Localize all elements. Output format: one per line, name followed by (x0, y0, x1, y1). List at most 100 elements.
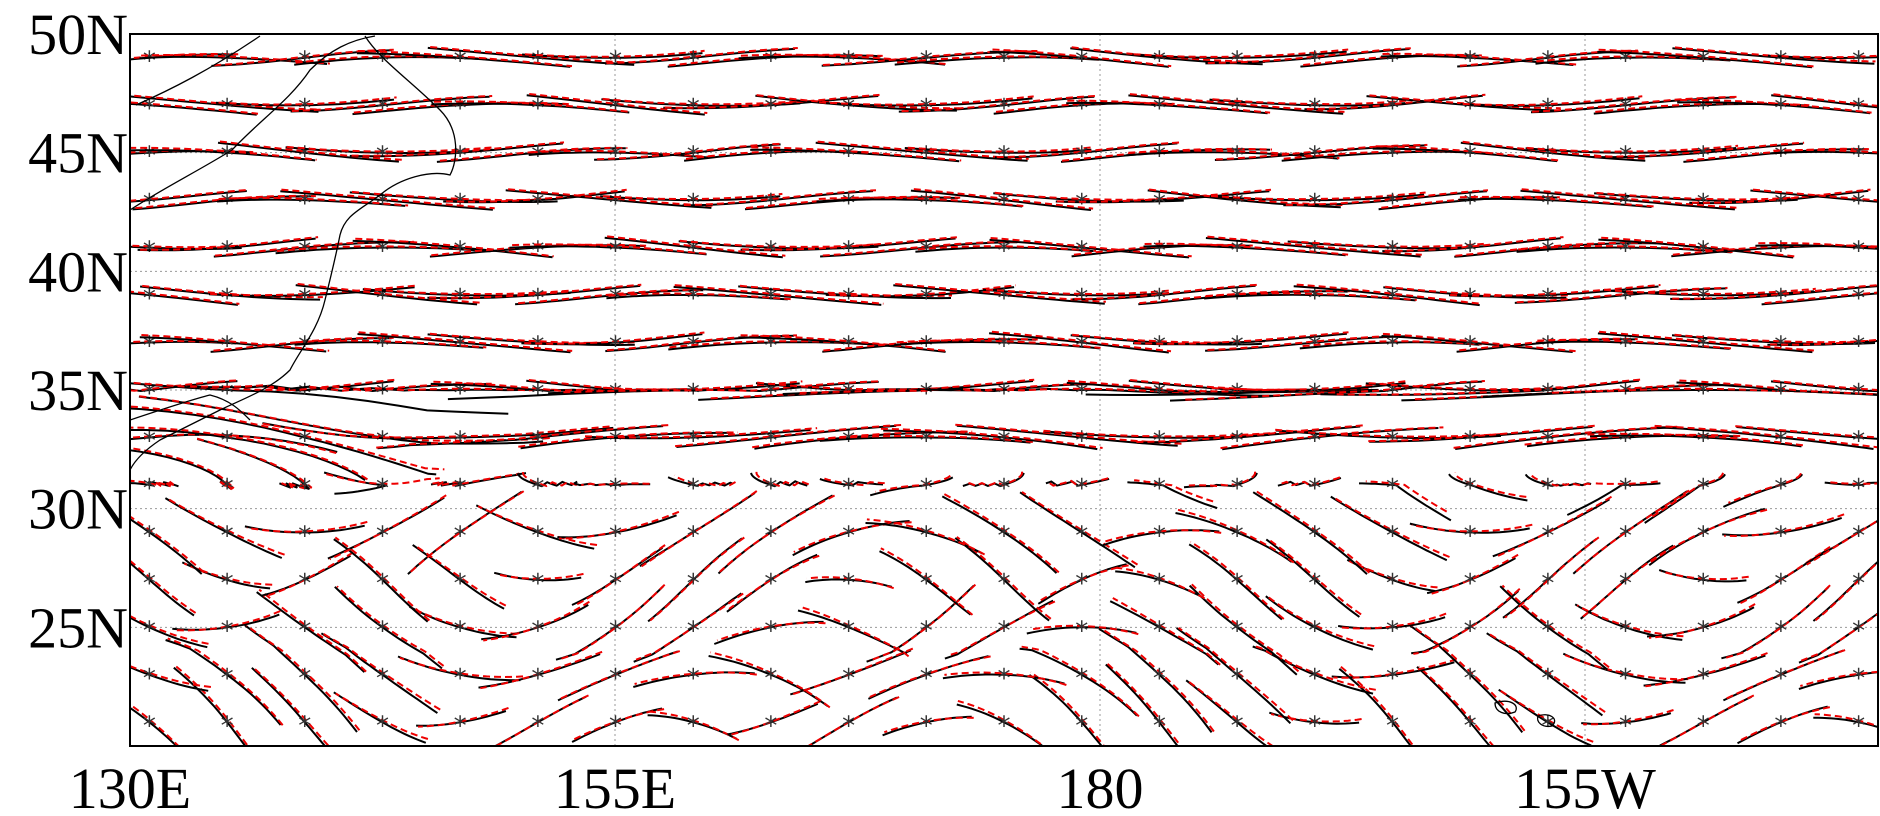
trajectory-observed (1450, 284, 1661, 297)
release-point: * (764, 616, 777, 646)
trajectory-observed (130, 290, 240, 305)
release-point: * (1697, 664, 1710, 694)
release-point: * (920, 142, 933, 172)
release-point: * (1153, 284, 1166, 314)
trajectory-observed (218, 96, 397, 106)
release-point: * (1308, 237, 1321, 267)
release-point: * (1464, 284, 1477, 314)
trajectory-model (1767, 339, 1878, 347)
trajectory-model (1656, 426, 1874, 450)
release-point: * (842, 474, 855, 504)
trajectory-model (1293, 285, 1480, 307)
trajectory-observed (130, 426, 369, 481)
release-point: * (454, 47, 467, 77)
trajectory-model (130, 429, 366, 481)
release-point: * (1075, 664, 1088, 694)
release-point: * (143, 47, 156, 77)
release-point: * (1153, 237, 1166, 267)
release-point: * (1852, 616, 1865, 646)
trajectory-observed (1574, 489, 1690, 574)
trajectory-observed (901, 94, 1096, 113)
release-point: * (998, 616, 1011, 646)
release-point: * (1852, 332, 1865, 362)
trajectory-model (713, 620, 824, 645)
release-point: * (1619, 332, 1632, 362)
trajectory-observed (411, 606, 518, 635)
release-point: * (531, 569, 544, 599)
trajectory-observed (597, 142, 783, 161)
trajectory-observed (1191, 583, 1300, 673)
trajectory-model (333, 538, 429, 623)
trajectory-observed (1267, 595, 1375, 648)
trajectory-observed (1764, 291, 1878, 305)
release-point: * (376, 569, 389, 599)
release-point: * (1464, 47, 1477, 77)
trajectory-observed (1596, 191, 1799, 201)
release-point: * (1386, 616, 1399, 646)
trajectory-model (1798, 671, 1878, 690)
trajectory-observed (1384, 236, 1564, 252)
trajectory-observed (673, 474, 736, 488)
release-point: * (376, 474, 389, 504)
release-point: * (1075, 94, 1088, 124)
release-point: * (143, 521, 156, 551)
trajectory-observed (140, 236, 319, 251)
trajectory-model (1143, 244, 1346, 257)
release-point: * (1774, 379, 1787, 409)
release-point: * (1464, 616, 1477, 646)
trajectory-observed (1116, 566, 1205, 600)
trajectory-observed (675, 423, 902, 448)
release-point: * (298, 142, 311, 172)
trajectory-observed (648, 710, 740, 742)
trajectory-model (443, 190, 625, 204)
trajectory-observed (755, 471, 810, 488)
trajectory-observed (991, 330, 1172, 353)
release-point: * (1153, 474, 1166, 504)
trajectory-observed (1459, 337, 1638, 352)
trajectory-observed (751, 146, 962, 162)
release-point: * (920, 521, 933, 551)
release-point: * (531, 47, 544, 77)
trajectory-observed (1411, 523, 1533, 533)
release-point: * (221, 47, 234, 77)
trajectory-observed (1728, 472, 1802, 504)
release-point: * (1774, 47, 1787, 77)
trajectory-observed (495, 694, 589, 746)
trajectory-model (673, 285, 882, 306)
release-point: * (1619, 426, 1632, 456)
trajectory-observed (358, 331, 573, 352)
trajectory-observed (524, 331, 705, 345)
trajectory-observed (875, 474, 951, 493)
trajectory-observed (432, 472, 520, 487)
release-point: * (454, 332, 467, 362)
trajectory-observed (130, 515, 205, 574)
release-point: * (221, 189, 234, 219)
release-point: * (1386, 474, 1399, 504)
trajectory-model (1105, 663, 1179, 746)
trajectory-model (904, 147, 1092, 154)
trajectory-observed (1800, 670, 1878, 687)
release-point: * (1231, 474, 1244, 504)
release-point: * (764, 426, 777, 456)
trajectory-observed (817, 434, 1036, 444)
release-point: * (1153, 94, 1166, 124)
trajectory-observed (183, 562, 273, 586)
release-point: * (920, 664, 933, 694)
release-point: * (998, 237, 1011, 267)
trajectory-model (139, 336, 327, 353)
trajectory-model (295, 284, 478, 306)
trajectory-observed (1758, 242, 1878, 249)
release-point: * (221, 332, 234, 362)
trajectory-model (819, 478, 884, 487)
release-point: * (842, 47, 855, 77)
trajectory-model (1128, 94, 1344, 115)
trajectory-observed (943, 493, 1060, 574)
release-point: * (1774, 284, 1787, 314)
trajectory-model (130, 190, 247, 203)
release-point: * (1075, 711, 1088, 741)
trajectory-observed (376, 424, 669, 449)
trajectory-model (956, 703, 1045, 746)
release-point: * (143, 284, 156, 314)
release-point: * (687, 284, 700, 314)
release-point: * (454, 664, 467, 694)
